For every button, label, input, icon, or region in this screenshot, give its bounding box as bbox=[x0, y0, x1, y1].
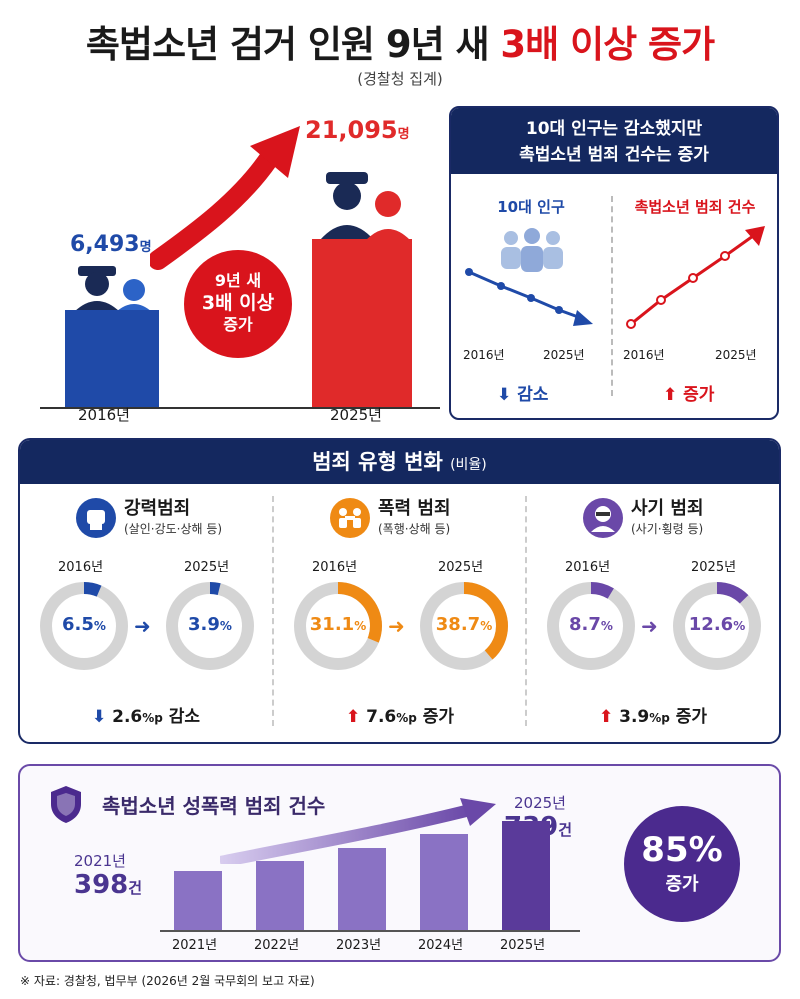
shield-icon bbox=[51, 786, 81, 823]
police-youth-icon-2025 bbox=[320, 172, 410, 240]
arrests-2025-value: 21,095명 bbox=[305, 116, 410, 144]
year-label: 2016년 bbox=[312, 560, 358, 575]
crime-count-title: 촉법소년 범죄 건수 bbox=[634, 198, 756, 216]
divider bbox=[611, 196, 613, 396]
page-subtitle: (경찰청 집계) bbox=[357, 70, 443, 88]
year-label: 2016년 bbox=[58, 560, 104, 575]
crime-type-panel: 범죄 유형 변화 (비율) 강력범죄 (살인·강도·상해 등) 2016년 20… bbox=[18, 438, 781, 744]
down-arrow-icon: ⬇ bbox=[91, 707, 107, 727]
sexual-crime-bar bbox=[174, 871, 222, 930]
sexual-crime-bar bbox=[256, 861, 304, 930]
right-arrow-icon: ➜ bbox=[134, 614, 151, 638]
increase-badge: 9년 새 3배 이상 증가 bbox=[184, 250, 292, 358]
year-label: 2025년 bbox=[184, 560, 230, 575]
sexual-crime-bar bbox=[338, 848, 386, 930]
arrests-2025-bar bbox=[312, 239, 412, 408]
up-arrow-icon: ⬆ bbox=[598, 707, 614, 727]
population-result: ⬇ 감소 bbox=[497, 385, 549, 405]
right-arrow-icon: ➜ bbox=[641, 614, 658, 638]
category-subtitle: (살인·강도·상해 등) bbox=[124, 522, 223, 536]
trend-left-end: 2025년 bbox=[543, 348, 585, 362]
sexual-crime-bar bbox=[502, 821, 550, 930]
sexual-crime-panel: 촉법소년 성폭력 범죄 건수 2021년 398건 2025년 739건 202… bbox=[18, 764, 781, 962]
fight-icon bbox=[330, 498, 370, 538]
first-year-label: 2021년 bbox=[74, 852, 126, 870]
trend-right-end: 2025년 bbox=[715, 348, 757, 362]
right-arrow-icon: ➜ bbox=[388, 614, 405, 638]
year-2025-label: 2025년 bbox=[330, 406, 382, 424]
crime-category: 강력범죄 (살인·강도·상해 등) 2016년 2025년 6.5% 3.9% … bbox=[20, 484, 272, 742]
year-tick-label: 2025년 bbox=[500, 938, 546, 953]
up-arrow-icon: ⬆ bbox=[345, 707, 361, 727]
donut-chart bbox=[294, 582, 382, 670]
year-label: 2016년 bbox=[565, 560, 611, 575]
donut-value: 6.5% bbox=[62, 614, 106, 635]
donut-value: 12.6% bbox=[688, 614, 746, 635]
year-label: 2025년 bbox=[691, 560, 737, 575]
arrests-2016-bar bbox=[65, 310, 159, 408]
page-title: 촉법소년 검거 인원 9년 새 3배 이상 증가 bbox=[0, 14, 800, 68]
title-main: 촉법소년 검거 인원 9년 새 bbox=[85, 23, 490, 66]
sexual-crime-title: 촉법소년 성폭력 범죄 건수 bbox=[102, 794, 326, 818]
trend-left-start: 2016년 bbox=[463, 348, 505, 362]
last-year-label: 2025년 bbox=[514, 794, 566, 812]
down-arrow-icon: ⬇ bbox=[497, 385, 512, 405]
donut-value: 31.1% bbox=[309, 614, 367, 635]
increase-percentage-badge: 85% 증가 bbox=[624, 806, 740, 922]
up-arrow-icon: ⬆ bbox=[663, 385, 678, 405]
donut-chart bbox=[547, 582, 635, 670]
crime-type-header: 범죄 유형 변화 (비율) bbox=[20, 440, 779, 484]
crime-result: ⬆ 증가 bbox=[663, 385, 715, 405]
change-summary: ⬆ 7.6%p 증가 bbox=[345, 707, 455, 727]
baseline bbox=[160, 930, 580, 932]
trend-header: 10대 인구는 감소했지만 촉법소년 범죄 건수는 증가 bbox=[451, 108, 777, 174]
donut-chart bbox=[40, 582, 128, 670]
title-highlight: 3배 이상 증가 bbox=[500, 23, 715, 66]
baseline bbox=[40, 407, 440, 409]
change-summary: ⬇ 2.6%p 감소 bbox=[91, 707, 201, 727]
trend-box: 10대 인구는 감소했지만 촉법소년 범죄 건수는 증가 10대 인구 촉법소년… bbox=[449, 106, 779, 420]
trend-right-start: 2016년 bbox=[623, 348, 665, 362]
category-subtitle: (폭행·상해 등) bbox=[378, 522, 451, 536]
category-name: 강력범죄 bbox=[124, 498, 191, 519]
year-label: 2025년 bbox=[438, 560, 484, 575]
donut-value: 8.7% bbox=[569, 614, 613, 635]
category-name: 폭력 범죄 bbox=[378, 498, 451, 519]
donut-chart bbox=[420, 582, 508, 670]
change-summary: ⬆ 3.9%p 증가 bbox=[598, 707, 708, 727]
masked-person-icon bbox=[583, 498, 623, 538]
year-tick-label: 2021년 bbox=[172, 938, 218, 953]
divider bbox=[525, 496, 527, 726]
fist-icon bbox=[76, 498, 116, 538]
year-tick-label: 2022년 bbox=[254, 938, 300, 953]
population-title: 10대 인구 bbox=[497, 198, 565, 216]
crime-category: 사기 범죄 (사기·횡령 등) 2016년 2025년 8.7% 12.6% ➜… bbox=[527, 484, 779, 742]
arrests-comparison: 6,493명 21,095명 9년 새 3배 이상 증가 2016년 2025년 bbox=[20, 100, 440, 430]
year-tick-label: 2023년 bbox=[336, 938, 382, 953]
donut-chart bbox=[673, 582, 761, 670]
people-group-icon bbox=[501, 228, 563, 272]
divider bbox=[272, 496, 274, 726]
police-youth-icon-2016 bbox=[74, 266, 152, 312]
donut-chart bbox=[166, 582, 254, 670]
source-note: ※ 자료: 경찰청, 법무부 (2026년 2월 국무회의 보고 자료) bbox=[20, 974, 315, 988]
increase-arrow-icon bbox=[150, 126, 300, 270]
population-decline-line bbox=[465, 268, 593, 326]
donut-value: 3.9% bbox=[188, 614, 232, 635]
trend-arrow-icon bbox=[220, 798, 496, 864]
first-year-value: 398건 bbox=[74, 870, 143, 900]
sexual-crime-bar bbox=[420, 834, 468, 930]
year-2016-label: 2016년 bbox=[78, 406, 130, 424]
year-tick-label: 2024년 bbox=[418, 938, 464, 953]
category-name: 사기 범죄 bbox=[631, 498, 704, 519]
crime-category: 폭력 범죄 (폭행·상해 등) 2016년 2025년 31.1% 38.7% … bbox=[274, 484, 526, 742]
arrests-2016-value: 6,493명 bbox=[70, 232, 152, 257]
crime-increase-line bbox=[626, 226, 765, 329]
category-subtitle: (사기·횡령 등) bbox=[631, 522, 704, 536]
donut-value: 38.7% bbox=[435, 614, 493, 635]
